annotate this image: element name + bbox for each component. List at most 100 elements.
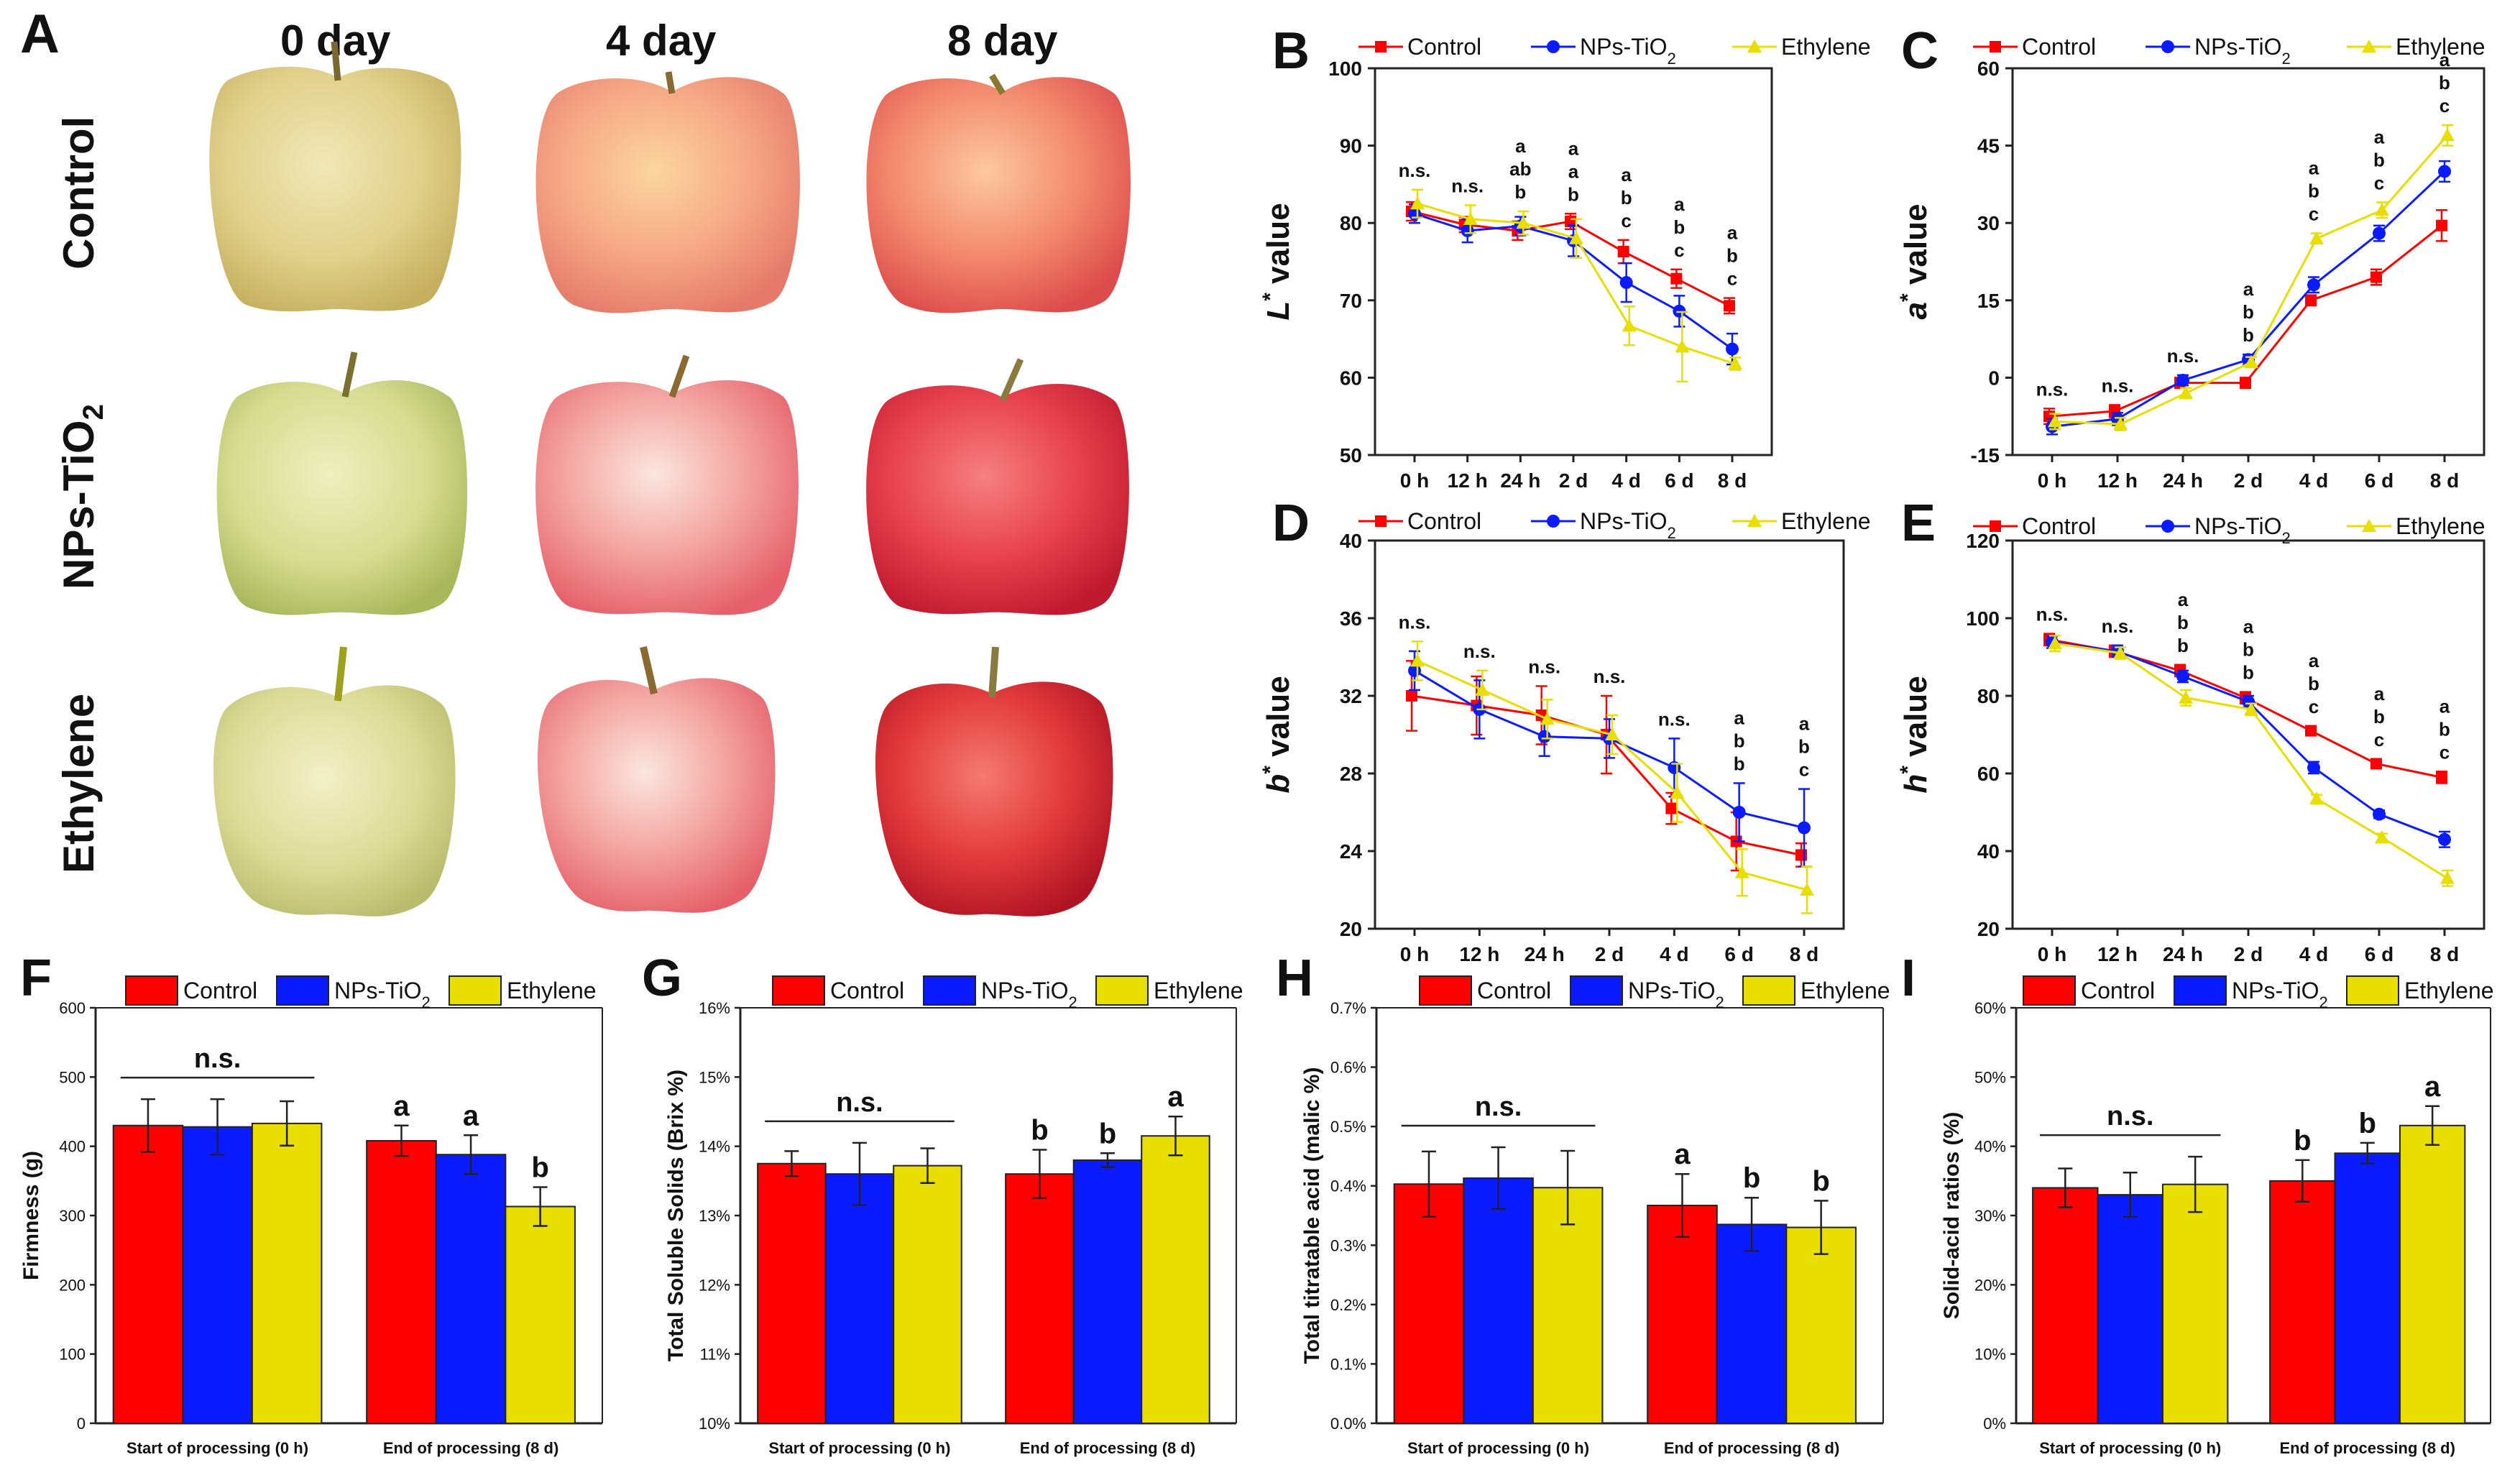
x-category-label: End of processing (8 d) bbox=[1020, 1439, 1195, 1457]
data-point bbox=[1728, 357, 1742, 370]
bar-control bbox=[1005, 1173, 1075, 1424]
significance-letter: a bbox=[1674, 193, 1685, 215]
data-point bbox=[2244, 702, 2258, 715]
x-tick-label: 6 d bbox=[1665, 469, 1693, 492]
y-tick-label: 70 bbox=[1340, 290, 1362, 312]
y-tick-label: 40 bbox=[1977, 840, 2000, 863]
significance-ns: n.s. bbox=[2107, 1101, 2153, 1131]
y-axis-superscript: * bbox=[1259, 766, 1282, 774]
data-point bbox=[2048, 414, 2062, 428]
y-tick-label: 60 bbox=[1977, 763, 2000, 785]
x-tick-label: 8 d bbox=[1718, 469, 1747, 492]
bar-nps-tio2 bbox=[435, 1154, 507, 1425]
series-control bbox=[1406, 660, 1807, 872]
significance-letter: a bbox=[463, 1100, 479, 1131]
significance-letter: b bbox=[1621, 187, 1632, 208]
y-tick-label: 80 bbox=[1340, 212, 1362, 234]
y-tick-label: 12% bbox=[699, 1276, 730, 1294]
x-tick-label: 0 h bbox=[1400, 469, 1429, 492]
bar-control bbox=[757, 1162, 827, 1424]
legend-i-ethylene: Ethylene bbox=[2346, 975, 2494, 1006]
significance-letter: a bbox=[2374, 127, 2385, 148]
data-point bbox=[2179, 385, 2193, 399]
x-tick-label: 0 h bbox=[2038, 469, 2066, 492]
legend-label: Control bbox=[1407, 34, 1481, 60]
x-tick-label: 8 d bbox=[1790, 943, 1818, 965]
significance-letter: b bbox=[2177, 612, 2189, 633]
bar-nps-tio2 bbox=[2097, 1194, 2163, 1424]
significance-letter: b bbox=[1734, 730, 1745, 752]
data-point bbox=[2305, 294, 2317, 306]
legend-swatch bbox=[125, 975, 178, 1006]
legend-marker bbox=[1547, 515, 1560, 528]
significance-letter: c bbox=[2374, 173, 2384, 194]
y-tick-label: 0.0% bbox=[1330, 1415, 1366, 1433]
panel-letter-f: F bbox=[20, 950, 52, 1007]
y-tick-label: 120 bbox=[1966, 530, 2000, 552]
legend-c-ethylene: Ethylene bbox=[2347, 34, 2485, 60]
data-point bbox=[2048, 636, 2062, 650]
significance-letter: n.s. bbox=[1399, 160, 1431, 181]
significance-letter: b bbox=[1726, 245, 1738, 267]
x-tick-label: 4 d bbox=[1611, 469, 1640, 492]
x-category-label: Start of processing (0 h) bbox=[1407, 1439, 1589, 1457]
legend-d-control: Control bbox=[1358, 508, 1481, 534]
apple-nps-8-day bbox=[866, 358, 1129, 615]
plot-frame bbox=[2011, 67, 2485, 456]
significance-letter: a bbox=[2424, 1071, 2441, 1103]
significance-ns: n.s. bbox=[1475, 1092, 1522, 1122]
legend-swatch bbox=[772, 975, 825, 1006]
y-axis-unit: value bbox=[1898, 676, 1933, 766]
legend-g-nps-tio2: NPs-TiO2 bbox=[923, 975, 1077, 1011]
x-tick-label: 24 h bbox=[1525, 943, 1565, 965]
y-axis-label: Total titratable acid (malic %) bbox=[1300, 1067, 1324, 1364]
panel-letter-h: H bbox=[1276, 950, 1313, 1007]
bar-ethylene bbox=[2161, 1183, 2229, 1425]
y-tick-label: 40 bbox=[1340, 530, 1362, 552]
data-point bbox=[1670, 272, 1683, 285]
significance-letter: a bbox=[2309, 650, 2319, 671]
data-point bbox=[2370, 271, 2382, 283]
y-tick-label: 30 bbox=[1977, 212, 2000, 234]
legend-subscript: 2 bbox=[2319, 993, 2327, 1011]
chart-b: B 50 60 70 80 90 100 0 h 12 h 24 h 2 d 4 d 6 d 8 d L* … bbox=[1259, 22, 1871, 492]
data-point bbox=[1463, 211, 1478, 225]
y-axis-unit: value bbox=[1898, 204, 1933, 294]
y-tick-label: 0.4% bbox=[1330, 1177, 1366, 1195]
data-point bbox=[1726, 342, 1739, 356]
y-tick-label: 50% bbox=[1974, 1068, 2006, 1086]
bar-nps-tio2 bbox=[1463, 1177, 1534, 1424]
data-point bbox=[1724, 300, 1735, 312]
y-tick-label: 10% bbox=[1974, 1346, 2006, 1364]
y-axis-label: b* value bbox=[1259, 676, 1297, 793]
y-axis-unit: value bbox=[1261, 676, 1296, 766]
data-point bbox=[1540, 712, 1555, 725]
legend-i-control: Control bbox=[2023, 975, 2155, 1006]
y-axis-label: h* value bbox=[1896, 676, 1934, 793]
data-point bbox=[1665, 802, 1678, 814]
y-tick-label: 100 bbox=[1966, 607, 2000, 630]
y-tick-label: -15 bbox=[1971, 444, 2000, 467]
apple-ethylene-0-day bbox=[213, 646, 456, 917]
legend-label: Ethylene bbox=[2396, 513, 2485, 539]
legend-label: NPs-TiO2 bbox=[2232, 978, 2328, 1011]
data-point bbox=[1675, 339, 1690, 353]
y-axis-variable: L bbox=[1261, 301, 1296, 321]
y-tick-label: 500 bbox=[59, 1068, 86, 1086]
y-tick-label: 36 bbox=[1340, 607, 1362, 630]
legend-h-ethylene: Ethylene bbox=[1742, 975, 1890, 1006]
legend-label: NPs-TiO2 bbox=[2194, 513, 2291, 547]
significance-letter: a bbox=[2439, 695, 2450, 717]
significance-letter: a bbox=[2243, 278, 2254, 300]
legend-e-control: Control bbox=[1973, 513, 2096, 539]
significance-letter: a bbox=[1674, 1139, 1691, 1170]
significance-letter: b bbox=[2439, 718, 2450, 740]
significance-ns: n.s. bbox=[194, 1044, 241, 1074]
significance-letter: n.s. bbox=[1528, 656, 1560, 678]
legend-subscript: 2 bbox=[1715, 993, 1724, 1011]
data-point bbox=[1617, 246, 1629, 258]
legend-b-ethylene: Ethylene bbox=[1732, 34, 1871, 60]
legend-subscript: 2 bbox=[2281, 50, 2290, 68]
y-axis-variable: b bbox=[1261, 774, 1296, 794]
significance-letter: b bbox=[2308, 673, 2319, 694]
